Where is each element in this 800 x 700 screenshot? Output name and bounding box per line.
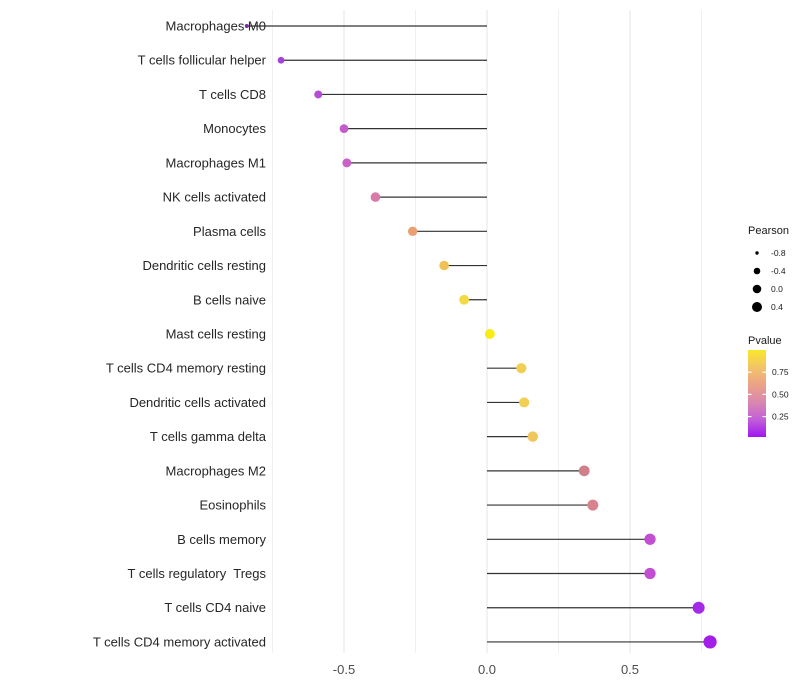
y-axis-category-label: Plasma cells: [193, 224, 266, 239]
y-axis-category-label: T cells follicular helper: [138, 53, 267, 68]
lollipop-point: [339, 124, 349, 134]
size-legend-dot: [752, 284, 762, 294]
y-axis-category-label: T cells CD8: [199, 87, 266, 102]
y-axis-category-label: T cells CD4 memory resting: [106, 361, 266, 376]
lollipop-point: [587, 499, 599, 511]
color-legend-label: 0.75: [772, 367, 789, 377]
size-legend-dot: [755, 251, 759, 255]
lollipop-point: [342, 158, 352, 168]
y-axis-category-label: B cells naive: [193, 292, 266, 307]
x-axis-tick-label: 0.5: [621, 662, 639, 677]
y-axis-category-label: T cells gamma delta: [150, 429, 267, 444]
y-axis-category-label: NK cells activated: [163, 190, 266, 205]
lollipop-point: [519, 397, 530, 408]
y-axis-category-label: Monocytes: [203, 121, 266, 136]
size-legend-label: -0.8: [771, 248, 786, 258]
y-axis-category-label: T cells CD4 memory activated: [93, 634, 266, 649]
color-legend-label: 0.25: [772, 412, 789, 422]
lollipop-point: [703, 635, 717, 649]
y-axis-category-label: Macrophages M1: [166, 155, 266, 170]
size-legend-dot: [752, 302, 762, 312]
y-axis-category-label: B cells memory: [177, 532, 266, 547]
y-axis-category-label: Eosinophils: [200, 498, 267, 513]
lollipop-point: [370, 192, 381, 202]
lollipop-point: [244, 24, 249, 28]
lollipop-point: [277, 56, 285, 64]
size-legend-label: 0.0: [771, 284, 783, 294]
size-legend-label: -0.4: [771, 266, 786, 276]
lollipop-point: [527, 431, 539, 442]
lollipop-point: [459, 294, 470, 305]
x-axis-tick-label: -0.5: [333, 662, 355, 677]
lollipop-point: [578, 465, 590, 477]
lollipop-point: [516, 363, 527, 374]
color-legend-title: Pvalue: [748, 335, 782, 347]
color-legend-gradient-bar: [748, 350, 766, 437]
y-axis-category-label: Mast cells resting: [166, 326, 266, 341]
y-axis-category-label: Dendritic cells activated: [129, 395, 266, 410]
size-legend-label: 0.4: [771, 302, 783, 312]
lollipop-point: [644, 533, 656, 545]
lollipop-point: [484, 328, 495, 339]
size-legend-title: Pearson: [748, 225, 789, 237]
lollipop-point: [692, 601, 705, 614]
y-axis-category-label: Macrophages M0: [166, 19, 266, 34]
color-legend-label: 0.50: [772, 389, 789, 399]
y-axis-category-label: Dendritic cells resting: [142, 258, 266, 273]
lollipop-point: [439, 260, 449, 271]
y-axis-category-label: T cells CD4 naive: [164, 600, 266, 615]
lollipop-point: [407, 226, 418, 237]
x-axis-tick-label: 0.0: [478, 662, 496, 677]
size-legend-dot: [753, 267, 761, 275]
lollipop-point: [644, 567, 656, 580]
y-axis-category-label: T cells regulatory Tregs: [128, 566, 267, 581]
y-axis-category-label: Macrophages M2: [166, 463, 266, 478]
lollipop-point: [314, 90, 323, 99]
